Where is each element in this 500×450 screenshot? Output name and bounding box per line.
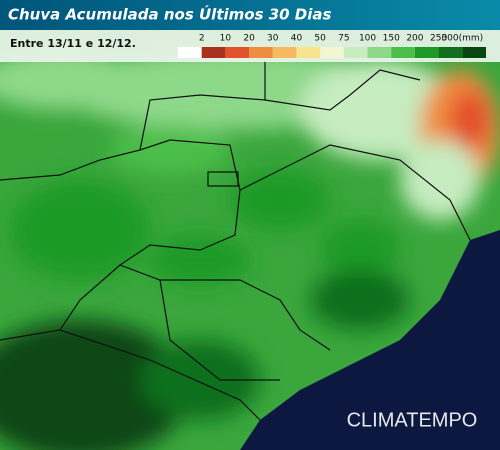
title-bar xyxy=(0,0,500,30)
legend-swatch xyxy=(462,47,486,58)
legend-swatch xyxy=(320,47,344,58)
legend-swatch xyxy=(178,47,202,58)
legend-swatch xyxy=(225,47,250,58)
legend-label: 40 xyxy=(291,34,303,44)
brand: CLIMATEMPO xyxy=(347,409,478,431)
legend-label: 100 xyxy=(359,34,376,44)
legend-label: 10 xyxy=(220,34,232,44)
legend-swatch xyxy=(201,47,226,58)
period: Entre 13/11 e 12/12. xyxy=(10,37,136,50)
legend-label: 30 xyxy=(267,34,279,44)
legend-swatch xyxy=(391,47,415,58)
legend-swatch xyxy=(343,47,368,58)
borders xyxy=(0,60,471,421)
legend-label: 2 xyxy=(199,34,205,44)
rain-field xyxy=(0,30,500,450)
legend-label: 250 xyxy=(430,34,447,44)
legend-label: 75 xyxy=(338,34,349,44)
legend-swatch xyxy=(367,47,392,58)
ocean xyxy=(240,230,500,450)
legend-label: 150 xyxy=(383,34,400,44)
legend-label: 50 xyxy=(314,34,326,44)
legend-swatch xyxy=(438,47,463,58)
legend-swatch xyxy=(249,47,273,58)
legend-swatch xyxy=(272,47,297,58)
title: Chuva Acumulada nos Últimos 30 Dias xyxy=(8,5,332,24)
legend-label: 200 xyxy=(406,34,423,44)
legend-label: 300(mm) xyxy=(441,34,483,44)
legend-swatch xyxy=(296,47,321,58)
legend-label: 20 xyxy=(243,34,255,44)
legend-swatch xyxy=(414,47,439,58)
